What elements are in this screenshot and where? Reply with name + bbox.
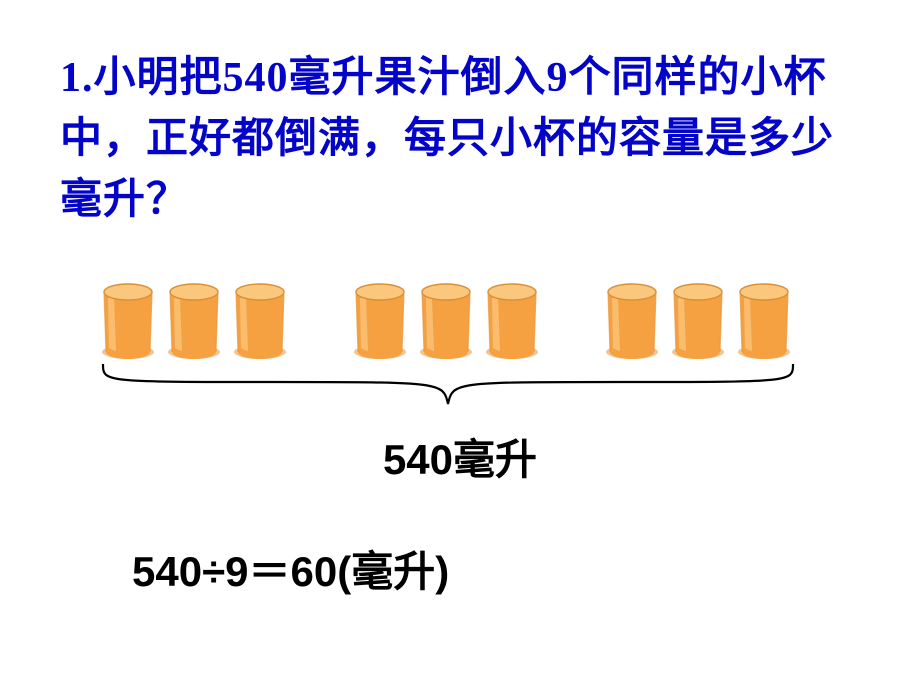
cups-illustration <box>98 280 798 360</box>
juice-cup-icon <box>668 280 728 360</box>
juice-cup-icon <box>602 280 662 360</box>
juice-cup-icon <box>230 280 290 360</box>
cup-group <box>602 280 794 360</box>
eq-divisor: 9 <box>225 548 248 595</box>
total-label: 540毫升 <box>0 426 920 487</box>
problem-number: 1. <box>60 55 94 101</box>
juice-cup-icon <box>482 280 542 360</box>
juice-cup-icon <box>164 280 224 360</box>
eq-unit-open: ( <box>337 548 351 595</box>
solution-equation: 540÷9＝60(毫升) <box>132 538 449 599</box>
curly-brace <box>98 358 798 418</box>
juice-cup-icon <box>416 280 476 360</box>
problem-num-9: 9 <box>547 55 569 101</box>
problem-text-1b: 毫升果汁倒入 <box>289 55 547 101</box>
juice-cup-icon <box>350 280 410 360</box>
problem-num-540: 540 <box>223 55 289 101</box>
eq-equals: ＝ <box>249 550 291 596</box>
juice-cup-icon <box>734 280 794 360</box>
problem-text-1a: 小明把 <box>94 55 223 101</box>
cup-group <box>350 280 542 360</box>
eq-result: 60 <box>291 548 338 595</box>
problem-text-1c: 个同样的 <box>569 55 741 101</box>
total-unit: 毫升 <box>453 438 537 484</box>
cup-group <box>98 280 290 360</box>
total-value: 540 <box>383 436 453 483</box>
juice-cup-icon <box>98 280 158 360</box>
problem-statement: 1.小明把540毫升果汁倒入9个同样的小杯中，正好都倒满，每只小杯的容量是多少毫… <box>60 48 870 231</box>
eq-dividend: 540 <box>132 548 202 595</box>
eq-op-divide: ÷ <box>202 548 225 595</box>
eq-unit-close: ) <box>435 548 449 595</box>
eq-unit: 毫升 <box>351 550 435 596</box>
